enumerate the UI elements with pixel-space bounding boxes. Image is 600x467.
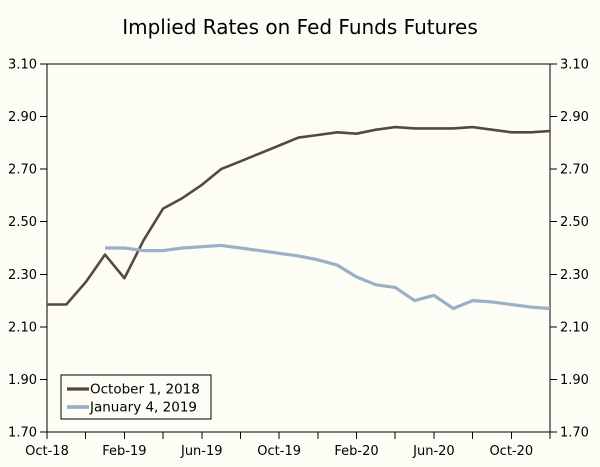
x-axis-label: Oct-18 <box>25 444 69 459</box>
plot-border <box>46 63 551 433</box>
y-axis-label-right: 2.30 <box>560 268 589 283</box>
x-axis-label: Oct-19 <box>257 444 301 459</box>
legend-box <box>60 374 212 420</box>
plot-area: 3.10 3.10 2.90 2.90 2.70 2.70 2.50 2.50 2.30 2.30… <box>8 58 589 460</box>
x-axis-label: Oct-20 <box>489 444 533 459</box>
legend-label-january-4-2019: January 4, 2019 <box>89 400 197 416</box>
x-axis-label: Feb-20 <box>334 444 378 459</box>
y-axis-label-right: 3.10 <box>560 58 589 73</box>
chart-title: Implied Rates on Fed Funds Futures <box>122 15 478 39</box>
y-axis-label-left: 2.50 <box>8 215 37 230</box>
y-axis-label-right: 2.50 <box>560 215 589 230</box>
series-line-january-4-2019 <box>105 243 551 311</box>
y-axis-label-right: 2.10 <box>560 320 589 335</box>
x-axis-label: Jun-20 <box>412 444 455 459</box>
y-axis-label-left: 1.90 <box>8 373 37 388</box>
y-axis-label-left: 2.90 <box>8 110 37 125</box>
legend-label-october-1-2018: October 1, 2018 <box>90 382 200 398</box>
y-axis-label-right: 1.70 <box>560 426 589 441</box>
y-axis-label-left: 1.70 <box>8 426 37 441</box>
y-axis-label-left: 2.70 <box>8 163 37 178</box>
y-axis-label-left: 2.10 <box>8 320 37 335</box>
y-axis-label-right: 2.90 <box>560 110 589 125</box>
legend: October 1, 2018 January 4, 2019 <box>60 374 212 420</box>
y-axis-label-left: 3.10 <box>8 58 37 73</box>
x-axis-label: Jun-19 <box>180 444 223 459</box>
y-axis-label-right: 1.90 <box>560 373 589 388</box>
y-axis-label-right: 2.70 <box>560 163 589 178</box>
y-axis-label-left: 2.30 <box>8 268 37 283</box>
series-line-october-1-2018 <box>47 125 551 306</box>
x-axis-label: Feb-19 <box>102 444 146 459</box>
